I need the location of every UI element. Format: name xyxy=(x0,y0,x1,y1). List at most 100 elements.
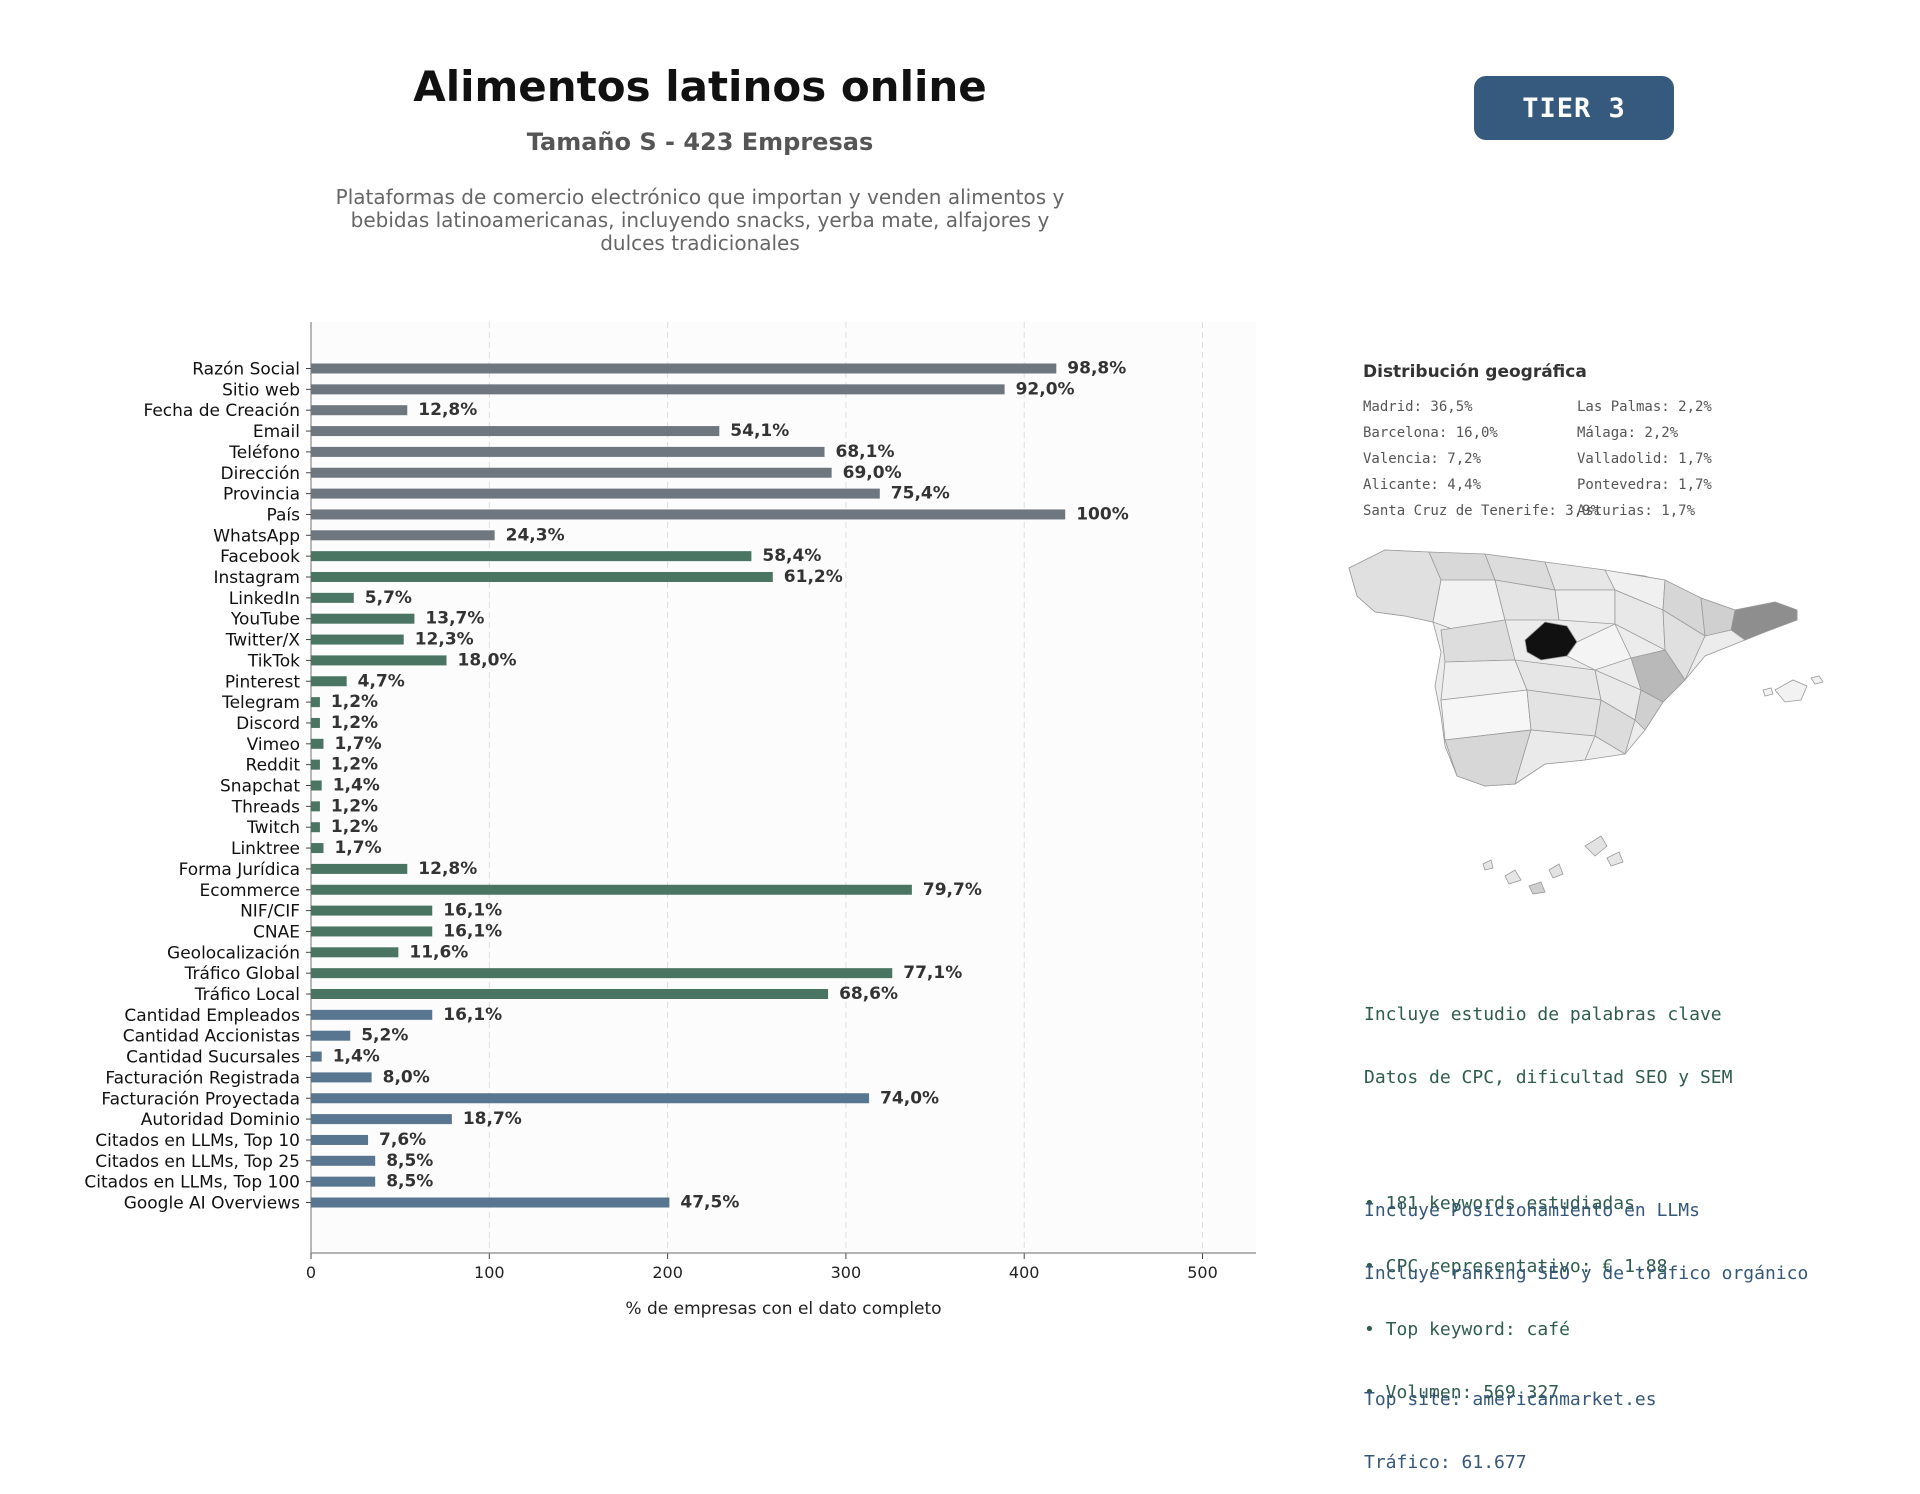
bar xyxy=(311,863,408,874)
bar xyxy=(311,634,404,645)
data-label: 61,2% xyxy=(784,567,843,587)
category-label: WhatsApp xyxy=(213,526,300,546)
geo-item: Alicante: 4,4% xyxy=(1363,477,1482,493)
map-region xyxy=(1348,549,1442,623)
data-label: 8,5% xyxy=(386,1172,433,1192)
category-label: Facturación Registrada xyxy=(105,1068,300,1088)
category-label: Tráfico Global xyxy=(184,964,300,984)
bar xyxy=(311,989,829,999)
bar xyxy=(311,1051,322,1062)
bar xyxy=(311,467,832,478)
category-label: Provincia xyxy=(223,485,300,505)
geo-list: Madrid: 36,5% Las Palmas: 2,2% Barcelona… xyxy=(1363,398,1783,521)
geo-item: Barcelona: 16,0% xyxy=(1363,425,1498,441)
bar xyxy=(311,738,324,749)
top-site-traffic: Tráfico: 61.677 xyxy=(1364,1452,1527,1473)
category-label: Citados en LLMs, Top 10 xyxy=(95,1131,300,1151)
category-label: Cantidad Accionistas xyxy=(123,1027,300,1047)
bar xyxy=(311,426,720,437)
bar xyxy=(311,843,324,854)
x-tick-label: 100 xyxy=(474,1263,505,1282)
data-label: 8,0% xyxy=(383,1067,430,1087)
bar xyxy=(311,1114,452,1125)
llm-line: Incluye Posicionamiento en LLMs xyxy=(1364,1200,1700,1221)
bar xyxy=(311,926,433,937)
bar xyxy=(311,488,880,499)
geo-item: Madrid: 36,5% xyxy=(1363,399,1473,415)
keywords-bullet: • Volumen: 569.327 xyxy=(1364,1382,1560,1403)
data-label: 1,4% xyxy=(333,1047,380,1067)
tier-badge: TIER 3 xyxy=(1474,76,1674,140)
bar xyxy=(311,384,1005,395)
map-region xyxy=(1630,649,1686,703)
data-label: 1,7% xyxy=(334,734,381,754)
geo-item: Valladolid: 1,7% xyxy=(1577,451,1712,467)
x-tick-label: 400 xyxy=(1009,1263,1040,1282)
x-axis-label: % de empresas con el dato completo xyxy=(625,1299,941,1319)
keywords-block: Incluye estudio de palabras clave Datos … xyxy=(1364,962,1732,1424)
bar xyxy=(311,780,322,791)
category-label: Reddit xyxy=(246,756,301,776)
map-region xyxy=(1730,601,1798,641)
data-label: 1,2% xyxy=(331,692,378,712)
map-region xyxy=(1634,689,1664,731)
page-subtitle: Tamaño S - 423 Empresas xyxy=(526,128,874,156)
map-region xyxy=(1566,623,1632,671)
x-tick-label: 0 xyxy=(306,1263,316,1282)
category-label: Snapchat xyxy=(220,777,300,797)
data-label: 47,5% xyxy=(680,1193,739,1213)
category-label: Fecha de Creación xyxy=(143,401,300,421)
bar xyxy=(311,759,320,770)
category-label: Threads xyxy=(231,797,300,817)
bar xyxy=(311,968,893,979)
bar-chart: 0 100 200 300 400 500 Razón Social 98,8% Sitio w… xyxy=(84,322,1256,1319)
data-label: 12,3% xyxy=(415,630,474,650)
x-tick-label: 500 xyxy=(1187,1263,1218,1282)
bar xyxy=(311,1009,433,1020)
category-label: Twitter/X xyxy=(225,631,301,651)
data-label: 98,8% xyxy=(1067,359,1126,379)
description-line: Plataformas de comercio electrónico que … xyxy=(335,185,1065,209)
bar xyxy=(311,1030,351,1041)
map-region xyxy=(1482,859,1494,871)
bar xyxy=(311,405,408,416)
data-label: 5,7% xyxy=(365,588,412,608)
category-label: Citados en LLMs, Top 25 xyxy=(95,1152,300,1172)
map-region xyxy=(1810,675,1824,685)
bar xyxy=(311,363,1057,374)
keywords-bullet: • 181 keywords estudiadas xyxy=(1364,1193,1635,1214)
data-label: 100% xyxy=(1076,504,1129,524)
data-label: 74,0% xyxy=(880,1088,939,1108)
map-region xyxy=(1762,687,1774,697)
map-region xyxy=(1504,869,1522,885)
category-label: Vimeo xyxy=(247,735,300,755)
geo-item: Santa Cruz de Tenerife: 3,9% xyxy=(1363,503,1600,519)
geo-item: Pontevedra: 1,7% xyxy=(1577,477,1712,493)
bar xyxy=(311,655,447,666)
map-region xyxy=(1584,835,1608,857)
bar xyxy=(311,551,752,562)
bar xyxy=(311,1155,376,1166)
x-tick-label: 300 xyxy=(831,1263,862,1282)
data-label: 54,1% xyxy=(730,421,789,441)
data-label: 7,6% xyxy=(379,1130,426,1150)
spain-map xyxy=(1348,549,1824,895)
data-label: 16,1% xyxy=(443,901,502,921)
llm-line: Incluye ranking SEO y de tráfico orgánic… xyxy=(1364,1263,1809,1284)
bar xyxy=(311,801,320,812)
data-label: 18,0% xyxy=(458,650,517,670)
bar xyxy=(311,446,825,457)
bar xyxy=(311,676,347,687)
data-label: 1,2% xyxy=(331,713,378,733)
data-label: 1,2% xyxy=(331,796,378,816)
category-label: Google AI Overviews xyxy=(124,1194,300,1214)
map-region xyxy=(1700,597,1736,637)
bar xyxy=(311,947,399,958)
data-label: 5,2% xyxy=(361,1026,408,1046)
data-label: 18,7% xyxy=(463,1109,522,1129)
page-title: Alimentos latinos online xyxy=(413,62,987,111)
data-label: 68,6% xyxy=(839,984,898,1004)
category-label: CNAE xyxy=(253,922,300,942)
category-label: Email xyxy=(253,422,300,442)
bar xyxy=(311,717,320,728)
